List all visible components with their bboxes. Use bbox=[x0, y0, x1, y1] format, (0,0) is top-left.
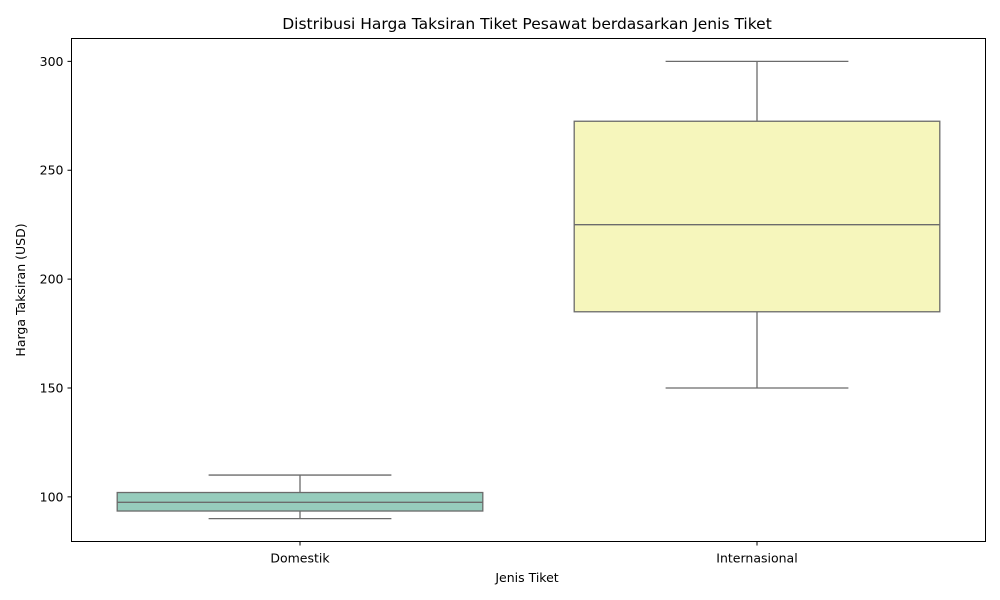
x-axis-label: Jenis Tiket bbox=[494, 570, 558, 585]
x-axis: Domestik Internasional bbox=[270, 541, 798, 566]
x-tick-label: Internasional bbox=[716, 551, 797, 566]
y-tick-label: 100 bbox=[40, 489, 64, 504]
box-internasional bbox=[573, 60, 941, 389]
iqr-box bbox=[573, 120, 941, 313]
y-tick-label: 150 bbox=[40, 380, 64, 395]
x-tick-label: Domestik bbox=[270, 551, 330, 566]
box-domestik bbox=[116, 474, 484, 520]
chart-title: Distribusi Harga Taksiran Tiket Pesawat … bbox=[282, 15, 772, 33]
y-axis-label: Harga Taksiran (USD) bbox=[13, 223, 28, 356]
y-tick-label: 300 bbox=[40, 54, 64, 69]
y-tick-label: 200 bbox=[40, 272, 64, 287]
plot-area bbox=[71, 38, 986, 542]
y-tick-label: 250 bbox=[40, 163, 64, 178]
y-axis: 100 150 200 250 300 bbox=[40, 54, 72, 504]
boxes-group bbox=[116, 60, 941, 520]
